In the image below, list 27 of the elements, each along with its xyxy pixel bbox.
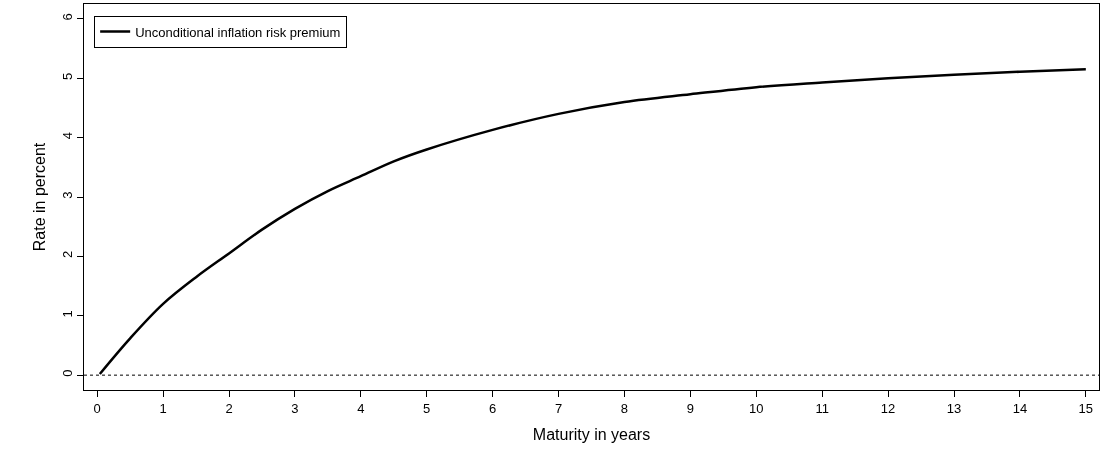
x-tick-label: 3 xyxy=(291,400,299,416)
x-tick-label: 11 xyxy=(815,400,829,416)
x-tick-label: 0 xyxy=(93,400,101,416)
y-tick-label: 1 xyxy=(59,310,75,318)
x-tick-label: 7 xyxy=(554,400,563,416)
x-tick-label: 1 xyxy=(159,400,167,416)
y-tick-label: 3 xyxy=(59,191,75,199)
x-tick-label: 8 xyxy=(620,400,629,416)
x-tick-label: 13 xyxy=(946,400,962,416)
y-axis-title: Rate in percent xyxy=(30,142,48,252)
x-tick-label: 6 xyxy=(489,400,497,416)
y-tick-label: 0 xyxy=(59,369,75,377)
y-tick-label: 6 xyxy=(59,13,75,21)
x-tick-label: 9 xyxy=(686,400,694,416)
x-tick-label: 12 xyxy=(880,400,896,416)
y-tick-label: 2 xyxy=(59,250,75,259)
x-tick-label: 5 xyxy=(423,400,431,416)
y-tick-label: 5 xyxy=(59,72,75,80)
x-tick-label: 10 xyxy=(749,400,764,416)
x-tick-label: 14 xyxy=(1012,400,1028,416)
x-tick-label: 15 xyxy=(1078,400,1094,416)
x-axis-title: Maturity in years xyxy=(532,426,651,444)
line-series xyxy=(98,68,1088,376)
x-tick-label: 4 xyxy=(357,400,365,416)
y-tick-label: 4 xyxy=(59,132,75,140)
x-tick-label: 2 xyxy=(225,400,233,416)
legend-label: Unconditional inflation risk premium xyxy=(135,24,341,40)
